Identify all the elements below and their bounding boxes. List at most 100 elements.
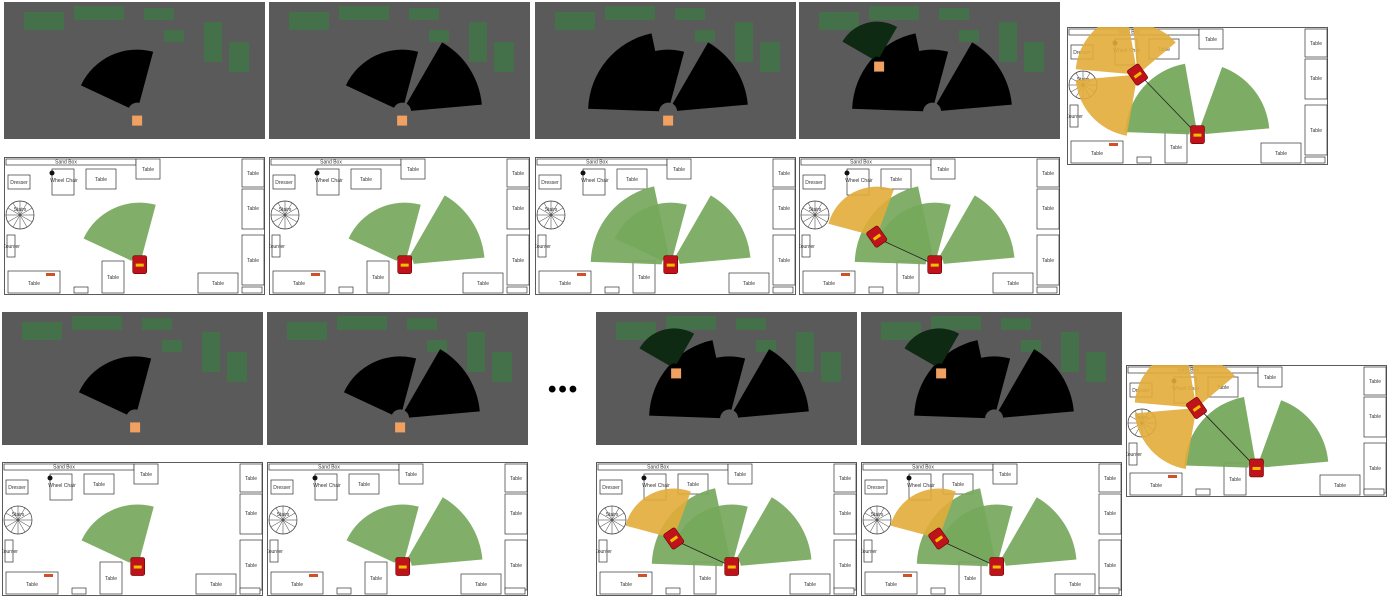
vegetation-patch <box>555 12 595 30</box>
small-box <box>1363 488 1385 496</box>
scan-sector-dark <box>343 356 417 415</box>
vegetation-patch <box>756 340 776 352</box>
table-right-2 <box>1036 188 1060 230</box>
wheel-chair <box>51 168 75 196</box>
robot-marker <box>663 115 674 126</box>
dresser-label: Dresser <box>10 180 28 186</box>
wheel-chair <box>314 473 338 501</box>
scan-sector-dark <box>78 356 152 415</box>
previous-sensor-sector <box>828 186 894 236</box>
stairs-step <box>17 512 31 521</box>
table-label: Table <box>952 482 964 488</box>
sand-box-label: Sand Box <box>55 160 77 166</box>
table-label: Table <box>743 281 755 287</box>
stairs-step <box>10 519 19 533</box>
table-right-1 <box>1304 28 1328 58</box>
vegetation-patch <box>74 6 124 20</box>
table-label: Table <box>245 511 257 517</box>
small-box <box>1195 488 1211 496</box>
robot-light <box>669 535 679 543</box>
previous-sensor-sector <box>1075 75 1137 136</box>
small-box <box>772 286 794 294</box>
small-box <box>833 587 855 595</box>
wheel-chair-wheel <box>844 170 850 176</box>
vegetation-patch <box>337 316 387 330</box>
occupancy-svg <box>267 312 528 445</box>
floorplan-svg: Sand Box Table Table Table Table Table Dresser… <box>799 157 1060 295</box>
counter <box>537 234 547 258</box>
sensor-sector <box>1184 397 1256 468</box>
robot-current <box>927 255 943 274</box>
occupancy-map-bottom-3 <box>596 312 857 445</box>
stairs-step <box>282 519 291 533</box>
vegetation-patch <box>229 42 249 72</box>
wheel-chair-wheel <box>49 170 55 176</box>
table-label: Table <box>1091 151 1103 157</box>
sand-box-label: Sand Box <box>647 465 669 471</box>
counter <box>6 234 16 258</box>
table-right-1 <box>239 463 263 493</box>
floorplan-bottom-3: Sand Box Table Table Table Table Table Dresser… <box>596 462 857 596</box>
robot-light <box>398 565 407 569</box>
table-label: Table <box>823 281 835 287</box>
stairs-step <box>814 214 823 228</box>
sand-box-label: Sand Box <box>850 160 872 166</box>
vegetation-patch <box>695 30 715 42</box>
table-bottom-right <box>197 272 239 294</box>
stairs-step <box>7 207 21 216</box>
table-right-2 <box>833 493 857 535</box>
small-box <box>506 286 528 294</box>
wheel-chair-label: Wheel Chair <box>907 483 935 489</box>
wheel-chair <box>316 168 340 196</box>
table-label: Table <box>510 563 522 569</box>
scan-sector-dark <box>404 349 480 418</box>
table-center <box>348 473 380 495</box>
table-label: Table <box>247 258 259 264</box>
robot-previous <box>663 527 685 550</box>
table-label: Table <box>107 275 119 281</box>
robot-light <box>666 263 675 267</box>
floorplan-summary-top: Sand BoxTableTableTableTableTableDresser… <box>1067 27 1328 165</box>
stairs-step <box>270 512 284 521</box>
small-box <box>239 587 261 595</box>
stairs-step <box>876 519 885 533</box>
vegetation-patch <box>869 6 919 20</box>
vegetation-patch <box>735 22 753 62</box>
small-box <box>73 286 89 294</box>
stairs-step <box>275 519 284 533</box>
stairs-step <box>19 214 33 223</box>
dresser <box>538 174 562 190</box>
small-box <box>241 286 263 294</box>
sequence-ellipsis: ••• <box>548 376 580 403</box>
scan-sector-dark <box>406 42 482 111</box>
table-label: Table <box>804 582 816 588</box>
table-label: Table <box>1310 41 1322 47</box>
table-bottom-left <box>272 270 326 294</box>
vegetation-patch <box>796 332 814 372</box>
floor-marker <box>44 574 53 577</box>
wheel-chair-label: Wheel Chair <box>315 178 343 184</box>
floorplan-svg: Sand Box Table Table Table Table Table Dresser… <box>861 462 1122 596</box>
table-label: Table <box>1104 563 1116 569</box>
vegetation-patch <box>1024 42 1044 72</box>
robot-current <box>1249 458 1264 478</box>
motion-arrow <box>882 240 935 266</box>
table-label: Table <box>212 281 224 287</box>
table-label: Table <box>291 582 303 588</box>
table-label: Table <box>1042 171 1054 177</box>
robot-marker <box>130 422 141 433</box>
table-label: Table <box>1229 477 1241 483</box>
sensor-sector <box>1125 63 1197 135</box>
table-label: Table <box>1205 37 1217 43</box>
sensor-sector <box>1259 400 1329 468</box>
previous-sensor-sector <box>1134 365 1196 408</box>
sensor-sector <box>736 497 812 566</box>
dresser <box>272 174 296 190</box>
robot-light <box>133 565 142 569</box>
stairs-step <box>12 214 21 228</box>
motion-arrow <box>679 542 732 567</box>
dresser <box>802 174 826 190</box>
floor-marker <box>1109 143 1118 146</box>
table-right-2 <box>1363 396 1387 438</box>
robot-current <box>395 557 411 576</box>
